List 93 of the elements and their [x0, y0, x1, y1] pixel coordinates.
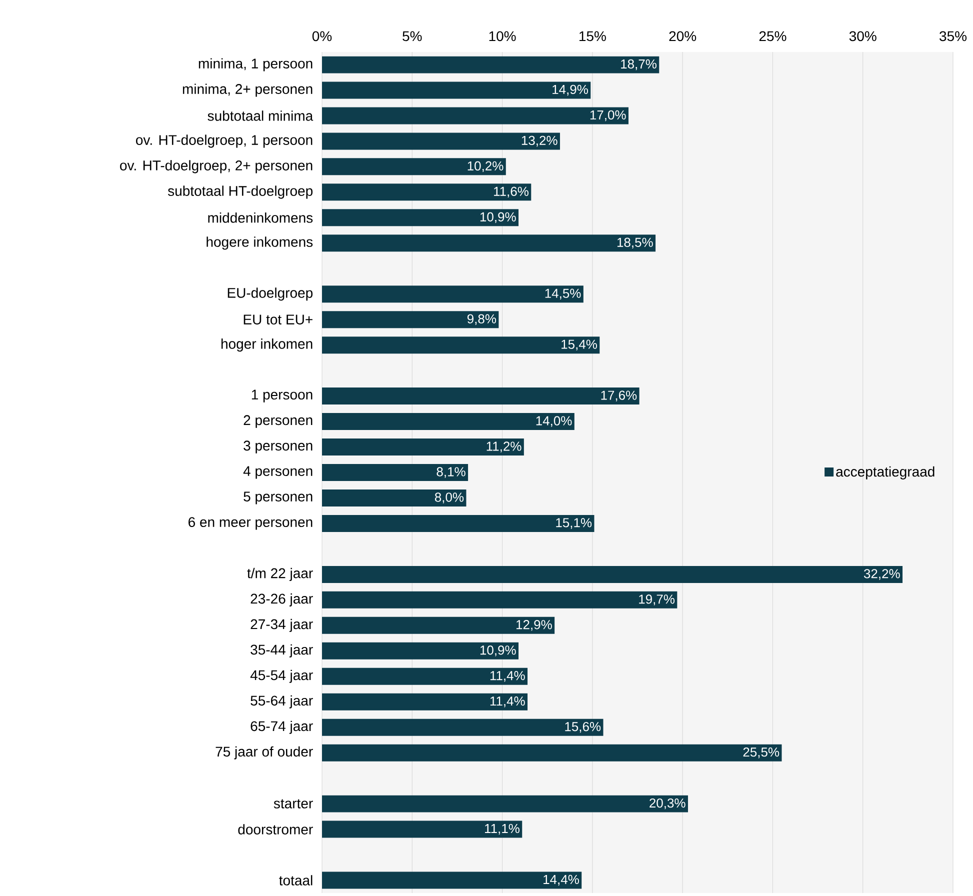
y-tick-label: EU tot EU+: [244, 314, 312, 324]
data-label: 10,9%: [480, 646, 516, 656]
y-tick-label: 4 personen: [243, 466, 312, 479]
bar: [322, 616, 555, 634]
bar: [322, 642, 519, 660]
data-label: 11,2%: [486, 442, 522, 452]
y-tick-label: starter: [274, 799, 313, 808]
bar: [322, 438, 524, 456]
bar: [322, 234, 656, 252]
y-tick-label: 23-26 jaar: [250, 593, 313, 606]
bar: [322, 82, 591, 99]
y-tick-label: 75 jaar of ouder: [216, 746, 313, 760]
y-tick-label: 65-74 jaar: [250, 720, 313, 734]
x-tick-label: 15%: [579, 31, 606, 42]
data-label: 14,0%: [536, 416, 572, 427]
data-label: 15,4%: [562, 340, 597, 350]
x-tick-label: 10%: [489, 31, 516, 42]
bar: [322, 56, 660, 74]
y-tick-label: 35-44 jaar: [250, 644, 313, 658]
y-tick-label: 3 personen: [244, 440, 312, 454]
bar: [322, 336, 600, 354]
x-tick-label: 35%: [940, 31, 967, 42]
data-label: 25,5%: [743, 747, 780, 758]
bar: [322, 464, 468, 482]
y-tick-label: subtotaal HT-doelgroep: [168, 186, 313, 199]
y-tick-label: 6 en meer personen: [188, 517, 312, 530]
data-label: 14,5%: [545, 288, 581, 300]
data-label: 11,4%: [490, 696, 525, 708]
y-tick-label: t/m 22 jaar: [247, 568, 313, 581]
bar: [322, 872, 582, 889]
y-tick-label: hoger inkomen: [221, 338, 312, 352]
y-tick-label: 2 personen: [244, 415, 312, 428]
data-label: 20,3%: [650, 798, 686, 810]
data-label: 18,5%: [617, 238, 653, 249]
data-label: 8,0%: [434, 492, 464, 504]
data-label: 15,6%: [565, 722, 601, 733]
y-tick-label: 55-64 jaar: [250, 695, 313, 708]
data-label: 10,9%: [480, 212, 516, 224]
data-label: 8,1%: [436, 467, 466, 478]
bar: [322, 693, 528, 710]
data-label: 13,2%: [522, 136, 558, 147]
data-label: 14,4%: [544, 874, 579, 886]
x-tick-label: 20%: [669, 31, 696, 42]
bar: [322, 413, 574, 430]
bar: [322, 388, 640, 405]
data-label: 17,6%: [601, 390, 637, 402]
y-tick-label: 45-54 jaar: [250, 670, 313, 683]
y-tick-label: doorstromer: [238, 824, 313, 834]
data-label: 11,6%: [494, 186, 528, 198]
bar: [322, 107, 628, 124]
x-tick-label: 5%: [402, 31, 422, 42]
bar: [322, 489, 466, 506]
bar: [322, 184, 532, 201]
y-tick-label: 5 personen: [244, 492, 312, 504]
bar: [322, 820, 522, 838]
data-label: 14,9%: [552, 84, 588, 96]
data-label: 17,0%: [590, 110, 626, 122]
data-label: 19,7%: [639, 594, 675, 606]
x-tick-label: 0%: [312, 31, 332, 42]
y-tick-label: ov. HT-doelgroep, 2+ personen: [120, 160, 312, 174]
bar: [322, 795, 688, 812]
y-tick-label: subtotaal minima: [208, 110, 314, 121]
bar: [322, 668, 528, 685]
bar: [322, 286, 584, 303]
y-tick-label: 1 persoon: [252, 390, 312, 402]
y-tick-label: middeninkomens: [208, 212, 313, 223]
y-tick-label: 27-34 jaar: [250, 618, 313, 632]
y-tick-label: EU-doelgroep: [228, 288, 313, 301]
bar: [322, 591, 678, 608]
data-label: 12,9%: [516, 620, 552, 631]
y-tick-label: minima, 1 persoon: [198, 58, 312, 72]
y-tick-label: ov. HT-doelgroep, 1 persoon: [136, 134, 312, 148]
data-label: 32,2%: [864, 569, 900, 580]
y-tick-label: totaal: [279, 875, 312, 886]
bar: [322, 311, 499, 328]
data-label: 18,7%: [621, 59, 656, 70]
data-label: 10,2%: [468, 161, 504, 172]
y-tick-label: hogere inkomens: [206, 236, 313, 250]
y-tick-label: minima, 2+ personen: [182, 84, 312, 97]
x-tick-label: 25%: [759, 31, 786, 42]
bar: [322, 744, 782, 762]
bar: [322, 718, 604, 736]
data-label: 11,1%: [485, 824, 520, 835]
data-label: 15,1%: [556, 518, 592, 529]
data-label: 9,8%: [467, 314, 496, 325]
bar: [322, 158, 506, 176]
bar: [322, 132, 560, 150]
bar: [322, 566, 903, 583]
data-label: 11,4%: [490, 671, 525, 682]
x-tick-label: 30%: [849, 31, 876, 42]
bar: [322, 514, 594, 532]
legend-label: acceptatiegraad: [836, 466, 934, 480]
bar: [322, 209, 519, 226]
